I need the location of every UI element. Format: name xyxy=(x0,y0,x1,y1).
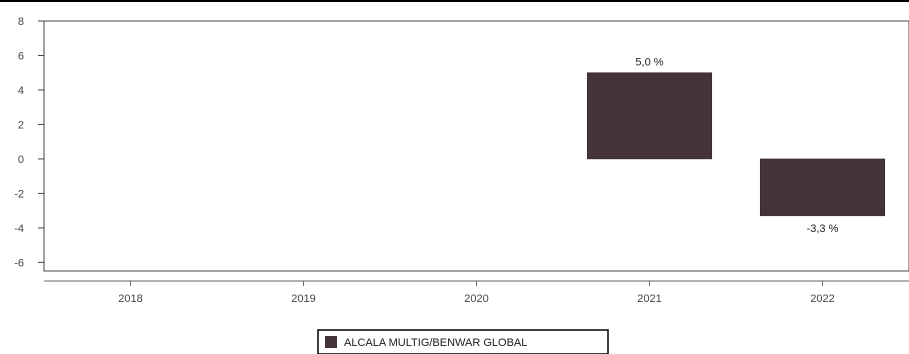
legend-label: ALCALA MULTIG/BENWAR GLOBAL xyxy=(344,337,527,349)
y-tick-label: 6 xyxy=(18,50,24,62)
y-tick-label: 2 xyxy=(18,119,24,131)
x-tick-label: 2019 xyxy=(291,293,315,305)
data-label-2021: 5,0 % xyxy=(635,57,663,69)
y-tick-label: 0 xyxy=(18,154,24,166)
x-tick-label: 2018 xyxy=(118,293,142,305)
y-tick-label: -2 xyxy=(14,188,24,200)
y-axis: 8 6 4 2 0 -2 -4 -6 xyxy=(14,16,44,269)
legend-box xyxy=(317,329,609,354)
data-labels: 5,0 % -3,3 % xyxy=(635,57,838,235)
bar-2021 xyxy=(586,72,713,160)
x-tick-label: 2021 xyxy=(637,293,661,305)
y-tick-label: -4 xyxy=(14,223,24,235)
y-tick-label: -6 xyxy=(14,257,24,269)
chart-top-border xyxy=(0,0,909,2)
x-tick-label: 2020 xyxy=(464,293,488,305)
bars xyxy=(586,72,886,217)
y-tick-label: 4 xyxy=(18,85,24,97)
legend-swatch xyxy=(325,336,337,348)
y-tick-label: 8 xyxy=(18,16,24,28)
x-axis: 2018 2019 2020 2021 2022 xyxy=(44,280,909,305)
legend: ALCALA MULTIG/BENWAR GLOBAL xyxy=(317,329,609,354)
data-label-2022: -3,3 % xyxy=(807,223,839,235)
plot-area xyxy=(43,20,909,272)
bar-2022 xyxy=(759,158,886,217)
x-tick-label: 2022 xyxy=(810,293,834,305)
